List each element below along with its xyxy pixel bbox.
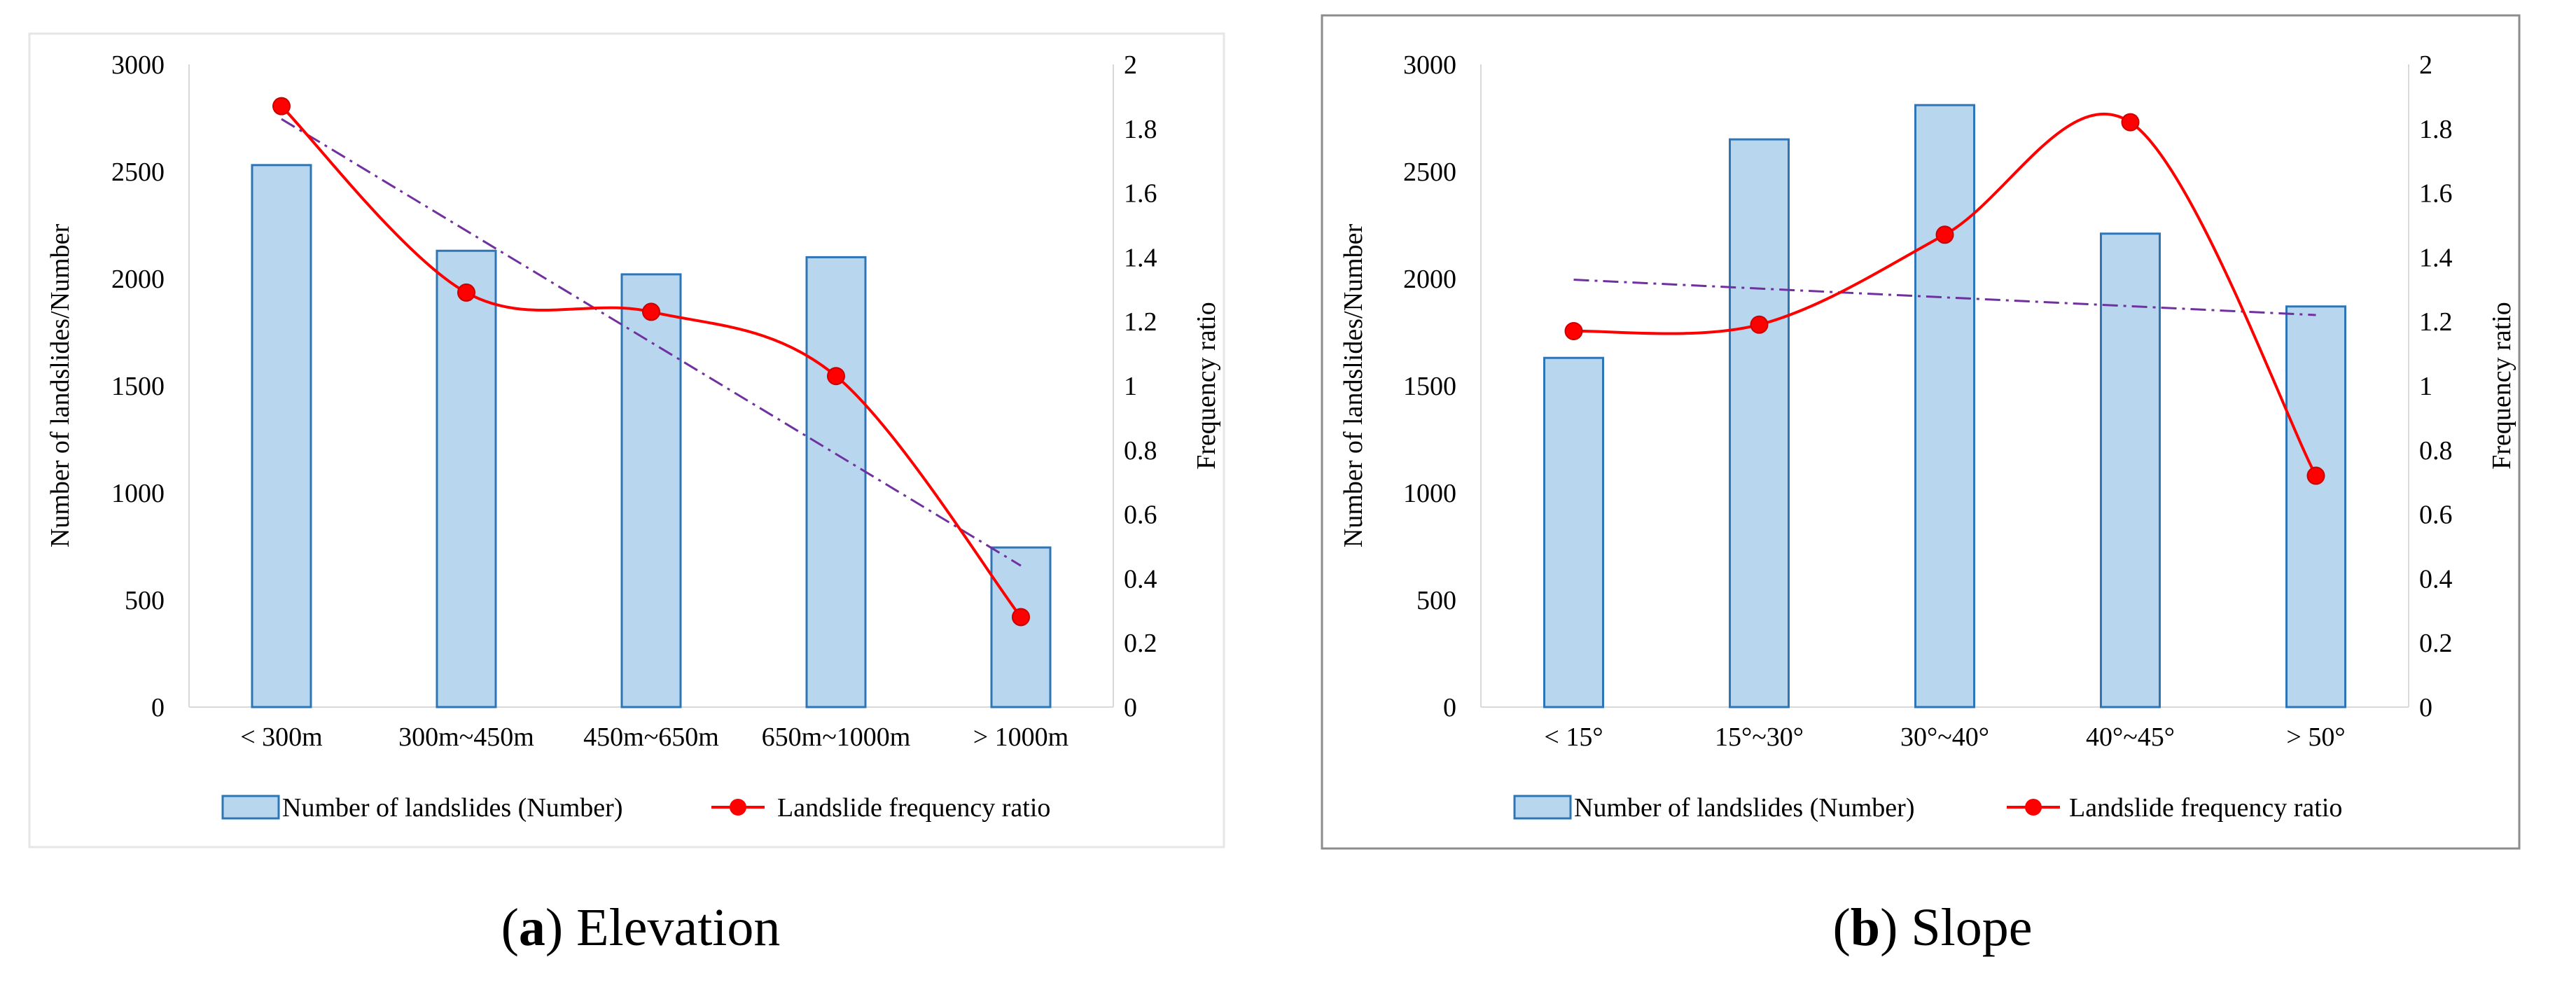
y-tick-right-label: 0.4 (2419, 564, 2453, 594)
y-axis-left-title: Number of landslides/Number (46, 224, 75, 548)
y-tick-left-label: 3000 (1403, 50, 1456, 80)
y-tick-right-label: 1.2 (1124, 307, 1157, 337)
x-tick-label: > 50° (2286, 722, 2345, 752)
x-tick-label: 40°~45° (2086, 722, 2175, 752)
data-point (1935, 225, 1954, 244)
frequency-line (1573, 112, 2318, 477)
legend-label-bars: Number of landslides (Number) (282, 793, 623, 823)
bar (2285, 305, 2346, 708)
y-tick-right-label: 1.8 (1124, 115, 1157, 144)
y-axis-right-title: Frequency ratio (2487, 302, 2516, 470)
legend-bar-swatch (221, 795, 280, 820)
legend-line-marker (2025, 799, 2042, 816)
x-tick-label: 650m~1000m (762, 722, 911, 752)
chart-panel-a: 0 500 1000 1500 2000 2500 3000 0 0.2 0.4 0.6 0.8 1 1.… (28, 32, 1225, 957)
x-tick-label: 450m~650m (583, 722, 719, 752)
y-tick-right-label: 1.6 (2419, 179, 2453, 209)
x-tick-label: < 300m (240, 722, 323, 752)
y-tick-right-label: 0.6 (1124, 501, 1157, 530)
x-tick-label: 300m~450m (398, 722, 534, 752)
bar (1729, 138, 1790, 708)
y-tick-left-label: 2000 (1403, 265, 1456, 294)
panel-caption: (b) Slope (1832, 898, 2032, 957)
bar (1914, 104, 1975, 708)
bar (990, 546, 1052, 708)
caption-paren-open: ( (1832, 898, 1850, 957)
legend-label-bars: Number of landslides (Number) (1574, 793, 1915, 823)
bar (251, 164, 312, 708)
legend-line-marker (730, 799, 746, 816)
y-tick-right-label: 0.4 (1124, 564, 1157, 594)
caption-title: ) Slope (1880, 898, 2032, 957)
x-tick-label: > 1000m (973, 722, 1069, 752)
y-tick-left-label: 2500 (111, 158, 165, 187)
caption-panel-letter: a (519, 898, 545, 957)
caption-paren-open: ( (501, 898, 519, 957)
y-tick-right-label: 0.8 (1124, 436, 1157, 466)
y-tick-right-label: 1.4 (2419, 243, 2453, 272)
y-tick-right-label: 1.2 (2419, 307, 2453, 337)
y-tick-right-label: 0.2 (2419, 629, 2453, 658)
caption-panel-letter: b (1851, 898, 1880, 957)
data-point (2306, 466, 2325, 485)
y-axis-left-title: Number of landslides/Number (1339, 224, 1368, 548)
data-point (827, 367, 845, 386)
y-axis-right-title: Frequency ratio (1192, 302, 1221, 470)
bar (2100, 232, 2161, 708)
legend-label-line: Landslide frequency ratio (777, 793, 1050, 823)
data-point (1750, 315, 1769, 334)
data-point (457, 283, 475, 302)
y-tick-left-label: 1500 (1403, 372, 1456, 401)
legend: Number of landslides (Number) Landslide f… (221, 793, 1050, 823)
y-tick-right-label: 1.6 (1124, 179, 1157, 209)
x-tick-label: < 15° (1544, 722, 1603, 752)
y-tick-right-label: 0.8 (2419, 436, 2453, 466)
data-point (272, 97, 291, 116)
data-point (1564, 321, 1583, 340)
y-tick-right-label: 0 (1124, 693, 1137, 722)
chart-panel-b: 0 500 1000 1500 2000 2500 3000 0 0.2 0.4 0.6 0.8 1 1.… (1321, 14, 2521, 957)
bar (436, 249, 497, 708)
y-tick-right-label: 0 (2419, 693, 2432, 722)
legend-bar-swatch (1513, 795, 1572, 820)
bar (620, 273, 682, 708)
y-tick-right-label: 1 (2419, 372, 2432, 401)
y-tick-left-label: 3000 (111, 50, 165, 80)
y-tick-right-label: 1 (1124, 372, 1137, 401)
panel-caption: (a) Elevation (501, 898, 781, 957)
y-tick-left-label: 1500 (111, 372, 165, 401)
x-tick-label: 15°~30° (1715, 722, 1804, 752)
y-tick-right-label: 0.6 (2419, 501, 2453, 530)
x-tick-label: 30°~40° (1900, 722, 1989, 752)
y-tick-right-label: 1.8 (2419, 115, 2453, 144)
y-tick-left-label: 0 (1443, 693, 1456, 722)
y-tick-left-label: 500 (1416, 586, 1456, 615)
y-tick-left-label: 0 (151, 693, 165, 722)
data-point (642, 302, 660, 321)
y-tick-right-label: 1.4 (1124, 243, 1157, 272)
y-tick-right-label: 2 (2419, 50, 2432, 80)
y-tick-left-label: 500 (125, 586, 165, 615)
y-tick-right-label: 2 (1124, 50, 1137, 80)
data-point (1012, 608, 1030, 627)
y-tick-left-label: 2000 (111, 265, 165, 294)
legend: Number of landslides (Number) Landslide f… (1513, 793, 2342, 823)
trend-line (281, 118, 1022, 567)
y-tick-right-label: 0.2 (1124, 629, 1157, 658)
y-tick-left-label: 1000 (1403, 479, 1456, 508)
legend-label-line: Landslide frequency ratio (2069, 793, 2342, 823)
data-point (2121, 113, 2140, 132)
bar (805, 256, 867, 708)
y-tick-left-label: 1000 (111, 479, 165, 508)
caption-title: ) Elevation (545, 898, 781, 957)
bar (1543, 356, 1604, 708)
trend-line (1573, 279, 2316, 316)
y-tick-left-label: 2500 (1403, 158, 1456, 187)
